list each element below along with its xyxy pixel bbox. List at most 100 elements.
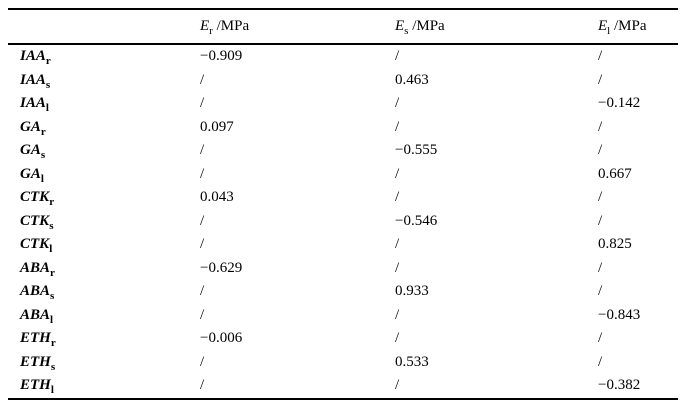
column-header-el: El /MPa <box>598 9 678 45</box>
table-cell-el: / <box>598 259 603 276</box>
row-label-subscript: r <box>40 125 46 138</box>
table-cell-es: 0.463 <box>395 71 429 88</box>
column-header-es: Es /MPa <box>395 9 598 45</box>
row-label: IAAl <box>8 92 200 116</box>
table-cell-er: / <box>200 353 205 370</box>
row-label-base: GA <box>20 142 41 159</box>
row-label: ETHr <box>8 327 200 351</box>
row-label: CTKr <box>8 186 200 210</box>
column-header-unit: /MPa <box>610 18 647 34</box>
table-header: Er /MPa Es /MPa El /MPa <box>8 9 678 45</box>
row-label-subscript: l <box>50 384 54 397</box>
table-row: ETHr −0.006 / / <box>8 327 678 351</box>
row-label: CTKl <box>8 233 200 257</box>
table-cell-el: −0.142 <box>598 95 641 112</box>
table-row: CTKl / / 0.825 <box>8 233 678 257</box>
column-header-unit: /MPa <box>408 18 445 34</box>
table-row: ETHl / / −0.382 <box>8 374 678 399</box>
row-label: ABAl <box>8 304 200 328</box>
table-row: ETHs / 0.533 / <box>8 351 678 375</box>
table-cell-er: / <box>200 165 205 182</box>
row-label-subscript: l <box>50 313 54 326</box>
row-label: GAr <box>8 116 200 140</box>
table-cell-es: / <box>395 48 400 65</box>
column-header-subscript: r <box>209 25 213 37</box>
table-cell-er: / <box>200 283 205 300</box>
table-cell-es: −0.546 <box>395 212 438 229</box>
row-label: ABAs <box>8 280 200 304</box>
column-header-subscript: s <box>404 25 409 37</box>
table-row: ABAr −0.629 / / <box>8 257 678 281</box>
row-label: GAl <box>8 163 200 187</box>
row-label: GAs <box>8 139 200 163</box>
header-row: Er /MPa Es /MPa El /MPa <box>8 9 678 45</box>
table-cell-el: / <box>598 142 603 159</box>
table-cell-er: 0.097 <box>200 118 234 135</box>
table-cell-el: −0.843 <box>598 306 641 323</box>
table-cell-es: / <box>395 377 400 394</box>
table-cell-er: / <box>200 377 205 394</box>
table-cell-er: 0.043 <box>200 189 234 206</box>
row-label-subscript: s <box>49 219 54 232</box>
row-label-subscript: r <box>50 337 56 350</box>
row-label-base: CTK <box>20 189 50 206</box>
table-cell-el: 0.825 <box>598 236 632 253</box>
table-cell-er: / <box>200 142 205 159</box>
table-row: ABAl / / −0.843 <box>8 304 678 328</box>
row-label-base: GA <box>20 165 41 182</box>
row-label: ETHs <box>8 351 200 375</box>
row-label-base: ABA <box>20 283 51 300</box>
table-cell-es: −0.555 <box>395 142 438 159</box>
row-label-base: CTK <box>20 212 50 229</box>
table-cell-es: / <box>395 306 400 323</box>
column-header-unit: /MPa <box>212 18 250 34</box>
table-cell-er: / <box>200 306 205 323</box>
row-label-base: ETH <box>20 353 51 370</box>
table-cell-el: −0.382 <box>598 377 641 394</box>
table-cell-el: / <box>598 353 603 370</box>
table-cell-es: / <box>395 95 400 112</box>
table-row: GAs / −0.555 / <box>8 139 678 163</box>
table-cell-el: / <box>598 189 603 206</box>
row-label-subscript: l <box>49 243 53 256</box>
row-label-subscript: l <box>40 172 44 185</box>
table-cell-el: / <box>598 48 603 65</box>
table-row: IAAl / / −0.142 <box>8 92 678 116</box>
column-header-symbol: E <box>598 18 608 34</box>
table-cell-es: 0.533 <box>395 353 429 370</box>
row-label-base: ETH <box>20 330 51 347</box>
table-cell-es: / <box>395 236 400 253</box>
row-label-base: GA <box>20 118 41 135</box>
table-row: GAl / / 0.667 <box>8 163 678 187</box>
table-cell-er: / <box>200 71 205 88</box>
row-label-subscript: r <box>50 266 55 279</box>
row-label: IAAr <box>8 44 200 69</box>
column-header-symbol: E <box>395 18 405 34</box>
table-cell-er: / <box>200 236 205 253</box>
table-cell-es: / <box>395 259 400 276</box>
row-label-base: IAA <box>20 95 46 112</box>
table-row: IAAr −0.909 / / <box>8 44 678 69</box>
table-cell-es: 0.933 <box>395 283 429 300</box>
table-row: CTKr 0.043 / / <box>8 186 678 210</box>
table-body: IAAr −0.909 / / IAA s / 0.463 / IAAl / / … <box>8 44 678 399</box>
column-header-er: Er /MPa <box>200 9 395 45</box>
row-label-subscript: r <box>49 196 55 209</box>
row-label-base: ETH <box>20 377 51 394</box>
row-label-base: IAA <box>20 48 46 65</box>
row-label-base: ABA <box>20 259 51 276</box>
column-header-subscript: l <box>607 25 611 37</box>
row-label-base: CTK <box>20 236 50 253</box>
table-cell-es: / <box>395 118 400 135</box>
row-label-subscript: r <box>45 55 51 68</box>
table-cell-er: / <box>200 212 205 229</box>
table-cell-el: / <box>598 71 603 88</box>
table-cell-el: 0.667 <box>598 165 632 182</box>
row-label: ABAr <box>8 257 200 281</box>
table-cell-el: / <box>598 283 603 300</box>
row-label-subscript: s <box>50 360 56 373</box>
table-cell-el: / <box>598 212 603 229</box>
row-label: ETHl <box>8 374 200 399</box>
row-label-subscript: l <box>45 102 49 115</box>
